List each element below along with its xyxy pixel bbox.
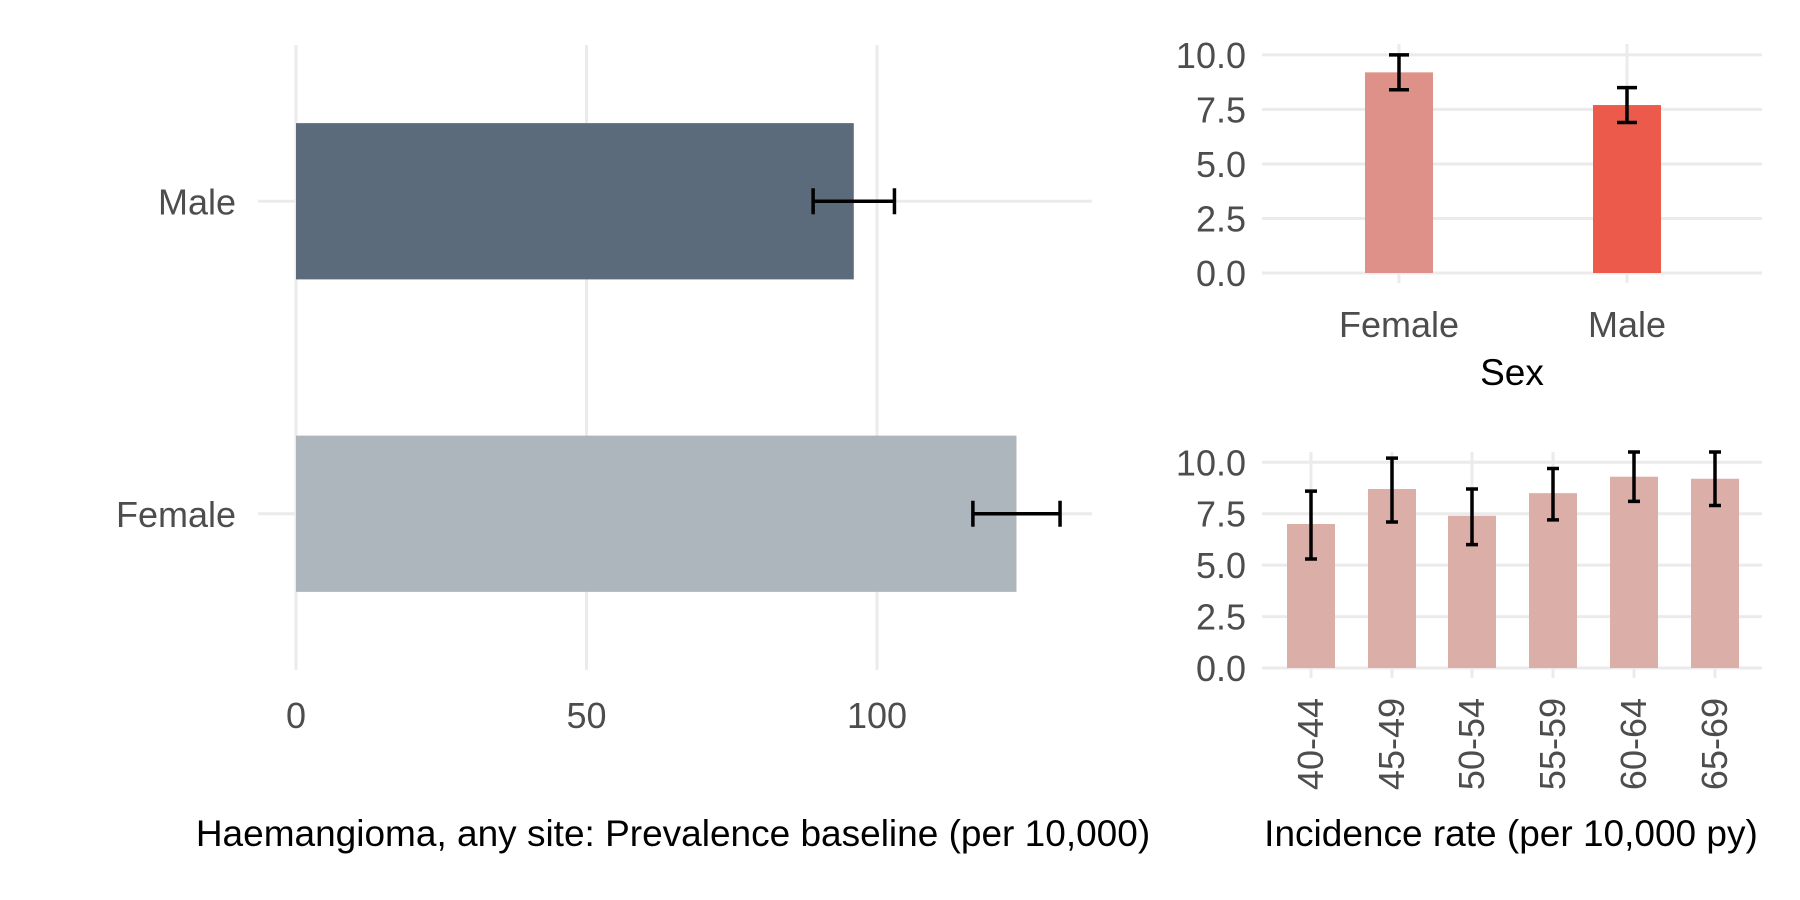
age-error-bar-50-54 xyxy=(1466,487,1478,547)
prevalence-panel: 0 50 100 Male Female Haemangioma, any site: … xyxy=(116,45,1150,854)
age-x-tick-label: 65-69 xyxy=(1694,698,1735,790)
sex-x-tick-label: Male xyxy=(1588,304,1666,345)
age-x-axis-title: Incidence rate (per 10,000 py) xyxy=(1264,813,1758,854)
sex-x-axis-title: Sex xyxy=(1480,352,1544,393)
prevalence-y-tick-label: Male xyxy=(158,181,236,222)
age-x-tick-label: 55-59 xyxy=(1532,698,1573,790)
prevalence-x-tick-label: 0 xyxy=(286,695,306,736)
prevalence-x-tick-label: 100 xyxy=(847,695,907,736)
prevalence-x-tick-label: 50 xyxy=(566,695,606,736)
sex-error-bar-female xyxy=(1389,53,1409,92)
sex-y-tick-label: 10.0 xyxy=(1176,35,1246,76)
age-y-tick-label: 7.5 xyxy=(1196,494,1246,535)
sex-error-bar-male xyxy=(1617,85,1637,125)
age-y-tick-label: 0.0 xyxy=(1196,648,1246,689)
age-error-bar-65-69 xyxy=(1709,450,1721,508)
sex-incidence-panel: 0.0 2.5 5.0 7.5 10.0 Female Male Sex xyxy=(1176,35,1762,393)
sex-x-tick-label: Female xyxy=(1339,304,1459,345)
prevalence-bar-male xyxy=(296,123,854,280)
sex-y-tick-label: 5.0 xyxy=(1196,144,1246,185)
prevalence-error-bar-male xyxy=(811,188,897,215)
age-y-tick-label: 5.0 xyxy=(1196,545,1246,586)
sex-bar-male xyxy=(1593,105,1661,273)
prevalence-bar-female xyxy=(296,435,1017,592)
sex-bar-female xyxy=(1365,72,1433,273)
age-error-bar-45-49 xyxy=(1386,456,1398,524)
age-x-tick-label: 45-49 xyxy=(1371,698,1412,790)
prevalence-error-bar-female xyxy=(971,500,1062,527)
age-error-bar-40-44 xyxy=(1305,489,1317,561)
age-bar-55-59 xyxy=(1529,493,1577,668)
sex-y-tick-label: 0.0 xyxy=(1196,253,1246,294)
sex-y-tick-label: 7.5 xyxy=(1196,89,1246,130)
age-y-tick-label: 2.5 xyxy=(1196,597,1246,638)
age-bar-65-69 xyxy=(1691,478,1739,668)
age-x-tick-label: 50-54 xyxy=(1451,698,1492,790)
age-x-tick-label: 40-44 xyxy=(1290,698,1331,790)
age-x-tick-label: 60-64 xyxy=(1613,698,1654,790)
age-y-tick-label: 10.0 xyxy=(1176,442,1246,483)
age-error-bar-55-59 xyxy=(1547,466,1559,522)
age-error-bar-60-64 xyxy=(1628,450,1640,504)
prevalence-x-axis-title: Haemangioma, any site: Prevalence baseli… xyxy=(196,813,1150,854)
sex-y-tick-label: 2.5 xyxy=(1196,198,1246,239)
age-bar-60-64 xyxy=(1610,476,1658,668)
age-incidence-panel: 0.0 2.5 5.0 7.5 10.0 40-44 45-49 50-54 55-59 60-6… xyxy=(1176,442,1762,854)
prevalence-y-tick-label: Female xyxy=(116,494,236,535)
